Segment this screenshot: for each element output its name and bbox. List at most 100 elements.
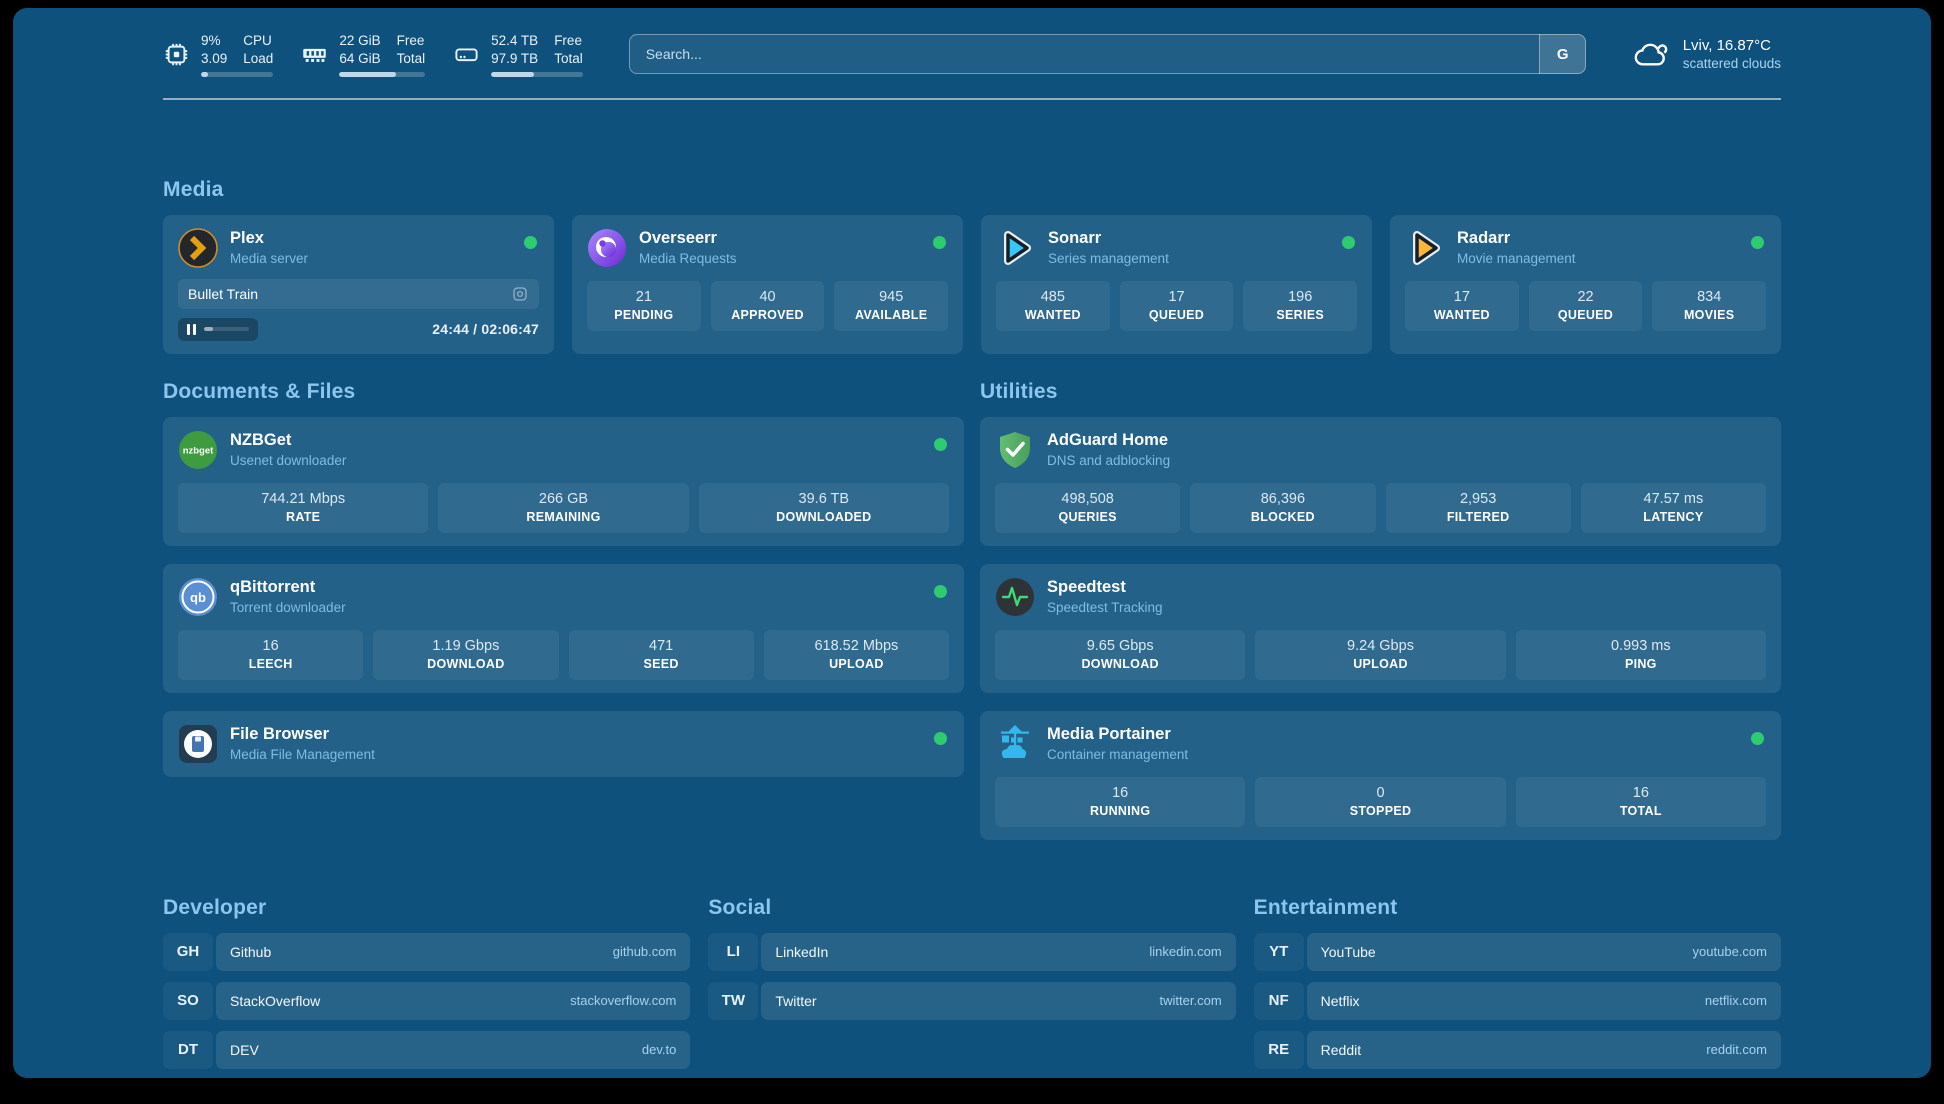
now-playing-title: Bullet Train [188,285,259,302]
status-dot [1751,731,1764,745]
service-name: File Browser [230,725,330,744]
status-dot [934,437,947,451]
stat-label: DOWNLOAD [1081,656,1159,671]
stat-label: MOVIES [1683,307,1735,322]
stat-stopped: 0 STOPPED [1255,776,1506,827]
memory-progress-bar [339,71,426,77]
stat-value: 744.21 Mbps [261,490,346,507]
service-subtitle: Usenet downloader [230,453,347,469]
bookmark-name: Twitter [775,992,817,1009]
portainer-card-header: Media Portainer Container management [995,724,1766,764]
search-input[interactable] [628,34,1586,75]
entertainment-group-title: Entertainment [1253,895,1398,919]
adguard-card-header: AdGuard Home DNS and adblocking [995,430,1766,470]
disk-icon [455,48,478,61]
stat-remaining: 266 GB REMAINING [438,482,689,533]
disk-values: 52.4 TB 97.9 TB [491,33,539,66]
service-subtitle: Series management [1048,251,1169,267]
weather-location: Lviv, 16.87°C [1682,37,1771,55]
service-subtitle: Movie management [1457,251,1576,267]
overseerr-card[interactable]: Overseerr Media Requests 21 PENDING 40 A… [572,214,963,354]
stat-label: QUEUED [1557,307,1614,322]
stat-approved: 40 APPROVED [710,280,825,331]
bookmark-abbr: LI [708,932,759,971]
weather-condition: scattered clouds [1682,56,1781,72]
stat-running: 16 RUNNING [995,776,1246,827]
stat-label: UPLOAD [1353,656,1408,671]
stat-queued: 17 QUEUED [1119,280,1234,331]
plex-logo-icon [178,227,218,268]
stat-value: 47.57 ms [1643,490,1704,507]
sonarr-card[interactable]: Sonarr Series management 485 WANTED 17 Q… [981,214,1372,354]
stat-label: QUERIES [1058,509,1117,524]
bookmark-domain: reddit.com [1706,1042,1767,1058]
stat-label: UPLOAD [829,656,884,671]
stat-value: 266 GB [538,490,589,507]
stat-leech: 16 LEECH [178,629,364,680]
radarr-stats: 17 WANTED 22 QUEUED 834 MOVIES [1405,280,1767,331]
bookmark-domain: stackoverflow.com [570,993,677,1009]
social-group: Social LI LinkedIn linkedin.com TW Twitt… [708,896,1236,1069]
service-subtitle: Media File Management [230,747,375,763]
sonarr-stats: 485 WANTED 17 QUEUED 196 SERIES [996,280,1358,331]
stat-latency: 47.57 ms LATENCY [1580,482,1766,533]
nzbget-card[interactable]: nzbget NZBGet Usenet downloader 744.21 M… [163,416,964,546]
weather-widget: Lviv, 16.87°C scattered clouds [1632,35,1781,73]
middle-columns: Documents & Files nzbget NZBGet U [163,380,1781,840]
adguard-card[interactable]: AdGuard Home DNS and adblocking 498,508 … [980,416,1781,546]
status-dot [1342,235,1355,249]
bookmark-dev[interactable]: DT DEV dev.to [163,1030,691,1069]
bookmark-github[interactable]: GH Github github.com [163,932,691,971]
hardware-stats: 9% 3.09 CPU Load [163,32,583,77]
bookmark-netflix[interactable]: NF Netflix netflix.com [1253,981,1781,1020]
bookmark-domain: youtube.com [1692,944,1767,960]
stat-value: 1.19 Gbps [432,637,500,654]
radarr-card[interactable]: Radarr Movie management 17 WANTED 22 QUE… [1390,214,1781,354]
bookmark-name: Netflix [1320,992,1360,1009]
stat-blocked: 86,396 BLOCKED [1190,482,1376,533]
search-provider-button[interactable]: G [1538,34,1586,75]
pause-button[interactable] [178,317,258,341]
stat-label: REMAINING [526,509,601,524]
service-name: Overseerr [639,229,717,248]
stat-value: 9.24 Gbps [1347,637,1414,654]
stat-value: 86,396 [1260,490,1306,507]
nzbget-stats: 744.21 Mbps RATE 266 GB REMAINING 39.6 T… [178,482,949,533]
bookmark-linkedin[interactable]: LI LinkedIn linkedin.com [708,932,1236,971]
service-name: qBittorrent [230,578,316,597]
portainer-card[interactable]: Media Portainer Container management 16 … [980,710,1781,840]
top-bar: 9% 3.09 CPU Load [163,32,1781,77]
filebrowser-card[interactable]: File Browser Media File Management [163,710,964,777]
speedtest-card[interactable]: Speedtest Speedtest Tracking 9.65 Gbps D… [980,563,1781,693]
status-dot [933,235,946,249]
stat-label: WANTED [1024,307,1081,322]
sonarr-card-header: Sonarr Series management [996,228,1357,268]
stat-available: 945 AVAILABLE [834,280,949,331]
bookmark-domain: linkedin.com [1149,944,1222,960]
stat-value: 39.6 TB [798,490,850,507]
stat-label: PING [1624,656,1657,671]
stat-rate: 744.21 Mbps RATE [178,482,429,533]
sonarr-logo-icon [996,228,1036,268]
stat-upload: 9.24 Gbps UPLOAD [1255,629,1506,680]
portainer-logo-icon [995,724,1035,764]
bookmark-youtube[interactable]: YT YouTube youtube.com [1253,932,1781,971]
bookmark-reddit[interactable]: RE Reddit reddit.com [1253,1030,1781,1069]
stat-total: 16 TOTAL [1515,776,1766,827]
service-name: AdGuard Home [1047,431,1169,450]
service-name: Media Portainer [1047,725,1171,744]
bookmark-stackoverflow[interactable]: SO StackOverflow stackoverflow.com [163,981,691,1020]
overseerr-card-header: Overseerr Media Requests [587,228,948,268]
qbittorrent-card[interactable]: qb qBittorrent Torrent downloader 16 LEE… [163,563,964,693]
svg-text:qb: qb [190,590,206,605]
bookmark-twitter[interactable]: TW Twitter twitter.com [708,981,1236,1020]
bookmark-name: Github [230,943,272,960]
service-subtitle: Torrent downloader [230,600,346,616]
media-grid: Plex Media server Bullet Train [163,214,1781,354]
radarr-card-header: Radarr Movie management [1405,228,1766,268]
service-subtitle: Media server [230,251,309,267]
bookmark-abbr: NF [1253,981,1304,1020]
media-section: Media Plex Media server [163,178,1781,354]
nzbget-card-header: nzbget NZBGet Usenet downloader [178,430,949,470]
plex-card[interactable]: Plex Media server Bullet Train [163,214,554,354]
